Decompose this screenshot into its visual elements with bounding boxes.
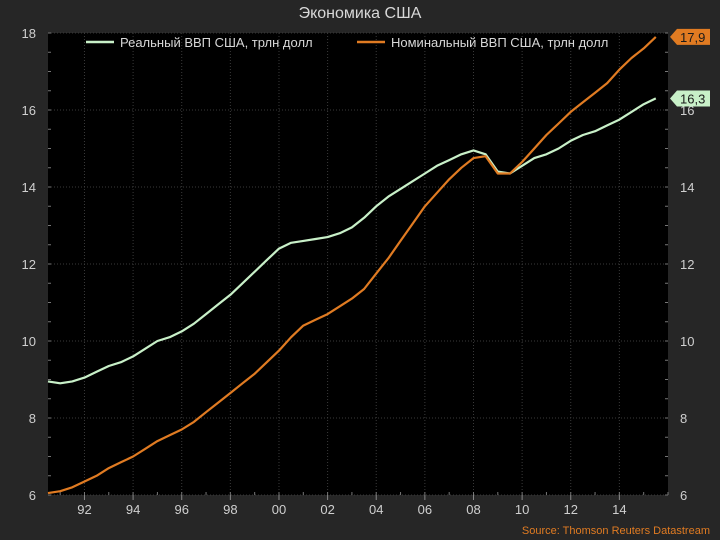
x-tick-label: 98 [223, 502, 237, 517]
x-tick-label: 02 [320, 502, 334, 517]
x-tick-label: 04 [369, 502, 383, 517]
x-tick-label: 06 [418, 502, 432, 517]
legend-label-0: Реальный ВВП США, трлн долл [120, 35, 313, 50]
y-tick-label-right: 16 [680, 103, 694, 118]
y-tick-label-left: 6 [29, 488, 36, 503]
y-tick-label-left: 8 [29, 411, 36, 426]
legend-label-1: Номинальный ВВП США, трлн долл [391, 35, 608, 50]
x-tick-label: 12 [564, 502, 578, 517]
source-note: Source: Thomson Reuters Datastream [521, 525, 710, 537]
series-lines [47, 36, 657, 495]
x-tick-label: 94 [126, 502, 140, 517]
series-line-real-gdp [47, 97, 657, 385]
x-tick-label: 96 [174, 502, 188, 517]
end-label-value: 16,3 [680, 91, 705, 106]
x-tick-label: 92 [77, 502, 91, 517]
y-tick-label-right: 6 [680, 488, 687, 503]
x-tick-label: 00 [272, 502, 286, 517]
y-tick-label-left: 12 [22, 257, 36, 272]
x-tick-label: 14 [612, 502, 626, 517]
chart-title: Экономика США [298, 5, 422, 22]
end-label-tag [670, 28, 710, 45]
y-tick-label-left: 16 [22, 103, 36, 118]
y-tick-label-left: 18 [22, 26, 36, 41]
x-tick-label: 08 [466, 502, 480, 517]
end-labels: 16,3 17,9 [670, 28, 710, 107]
y-tick-label-right: 12 [680, 257, 694, 272]
y-tick-label-left: 14 [22, 180, 36, 195]
series-line-nominal-gdp [47, 36, 657, 495]
end-label-value: 17,9 [680, 30, 705, 45]
legend: Реальный ВВП США, трлн долл Номинальный В… [86, 35, 608, 50]
y-tick-label-right: 10 [680, 334, 694, 349]
end-label-tag [670, 90, 710, 107]
axes: 6688101012121414161618189294969800020406… [22, 26, 695, 517]
grid-lines [48, 32, 668, 496]
y-tick-label-left: 10 [22, 334, 36, 349]
y-tick-label-right: 8 [680, 411, 687, 426]
y-tick-label-right: 14 [680, 180, 694, 195]
x-tick-label: 10 [515, 502, 529, 517]
